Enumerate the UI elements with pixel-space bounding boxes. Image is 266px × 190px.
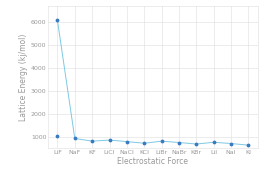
Point	[55, 19, 60, 22]
Point	[55, 134, 60, 137]
Point	[107, 139, 112, 142]
Point	[229, 142, 233, 145]
Point	[160, 140, 164, 143]
X-axis label: Electrostatic Force: Electrostatic Force	[118, 157, 188, 166]
Point	[73, 137, 77, 140]
Point	[90, 140, 94, 143]
Point	[142, 142, 146, 145]
Point	[125, 140, 129, 143]
Point	[194, 142, 198, 146]
Point	[246, 144, 251, 147]
Point	[212, 141, 216, 144]
Y-axis label: Lattice Energy (kj/mol): Lattice Energy (kj/mol)	[19, 33, 28, 121]
Point	[177, 141, 181, 144]
